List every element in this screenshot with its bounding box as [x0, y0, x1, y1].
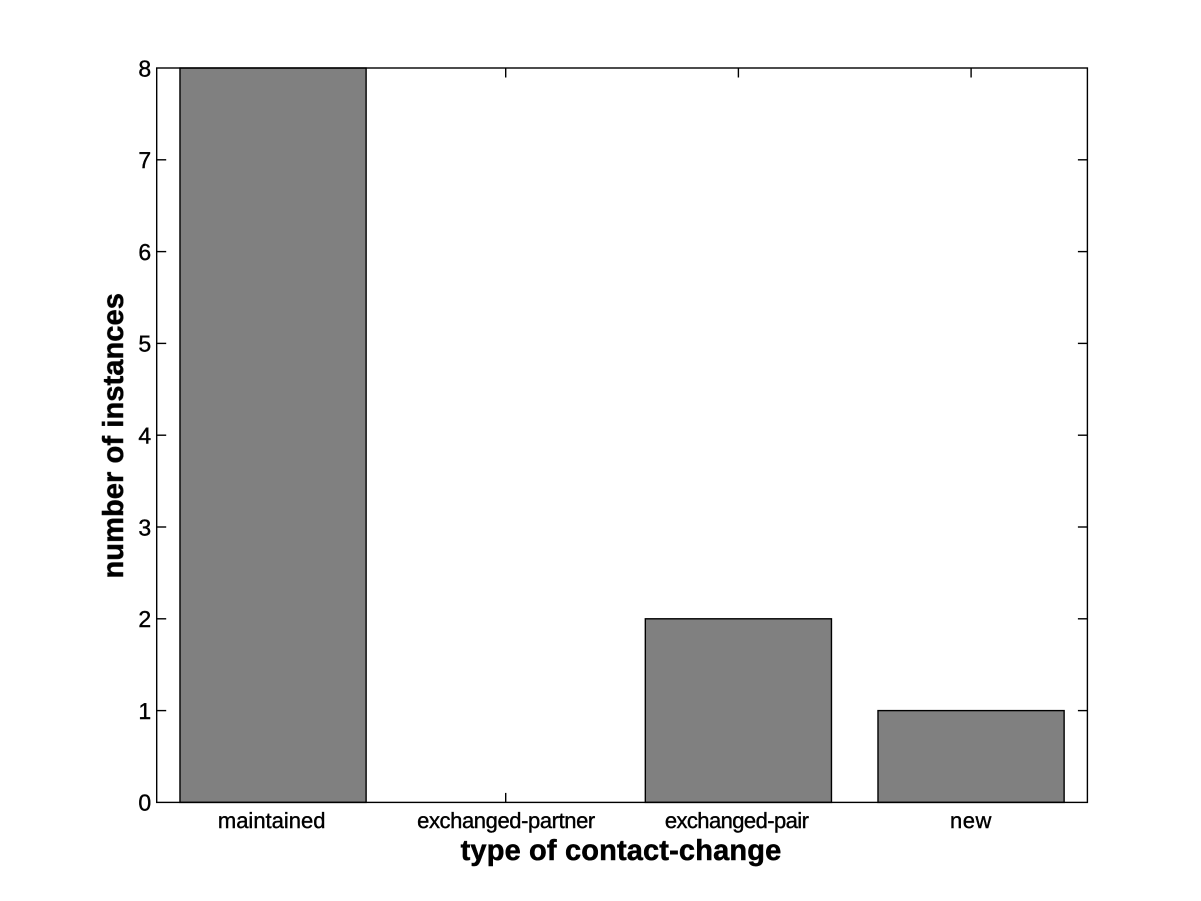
svg-text:1: 1: [138, 698, 151, 724]
svg-text:maintained: maintained: [218, 808, 326, 833]
svg-text:type of contact-change: type of contact-change: [461, 835, 782, 867]
svg-text:6: 6: [138, 239, 151, 265]
svg-text:5: 5: [138, 331, 151, 357]
svg-text:exchanged-partner: exchanged-partner: [417, 808, 595, 833]
svg-text:new: new: [950, 808, 992, 833]
svg-text:0: 0: [138, 790, 151, 816]
svg-text:7: 7: [138, 147, 151, 173]
svg-text:2: 2: [138, 606, 151, 632]
svg-text:exchanged-pair: exchanged-pair: [665, 808, 809, 833]
svg-text:4: 4: [138, 423, 151, 449]
svg-text:number of instances: number of instances: [98, 293, 130, 579]
svg-text:3: 3: [138, 514, 151, 540]
svg-text:8: 8: [138, 55, 151, 81]
